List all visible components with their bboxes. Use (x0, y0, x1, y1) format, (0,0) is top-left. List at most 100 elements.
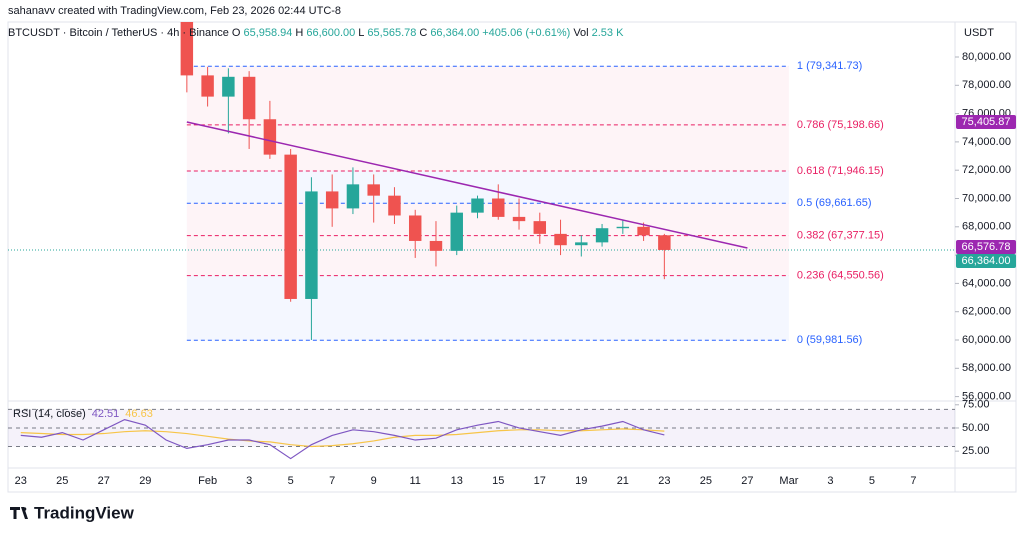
y-tick-label: 58,000.00 (962, 362, 1011, 374)
fib-label: 0.5 (69,661.65) (797, 197, 872, 209)
x-tick-label: 27 (741, 475, 753, 487)
candle-body (492, 198, 505, 217)
candle-body (471, 198, 484, 213)
brand: TradingView (34, 503, 135, 522)
price-marker (956, 115, 1016, 130)
candle-body (658, 235, 671, 250)
fib-band (186, 66, 789, 125)
quote-value: 66,364.00 (430, 27, 480, 39)
x-tick-label: 7 (329, 475, 335, 487)
rsi-line (20, 418, 665, 460)
x-tick-label: 3 (827, 475, 833, 487)
candle-body (595, 228, 609, 243)
candle-body (450, 212, 463, 251)
candle-body (367, 184, 380, 196)
x-tick-label: 5 (869, 475, 875, 487)
logo (10, 507, 28, 519)
symbol-line: BTCUSDT · Bitcoin / TetherUS · 4h · Bina… (8, 27, 626, 39)
quote-key: L (358, 27, 365, 39)
y-tick-label: 74,000.00 (962, 136, 1011, 148)
rsi-value: 42.51 (92, 408, 120, 420)
y-tick-label: 62,000.00 (962, 306, 1011, 318)
candle-body (201, 75, 214, 97)
quote-value: 65,958.94 (243, 27, 293, 39)
quote-key: O (231, 27, 241, 39)
change: +405.06 (+0.61%) (482, 27, 571, 39)
price-marker-label: 66,576.78 (962, 241, 1011, 253)
y-tick-label: 80,000.00 (962, 51, 1011, 63)
x-tick-label: 9 (371, 475, 377, 487)
symbol: BTCUSDT · Bitcoin / TetherUS · 4h · Bina… (8, 27, 229, 39)
price-marker (956, 239, 1016, 254)
x-tick-label: 5 (288, 475, 294, 487)
x-tick-label: 29 (139, 475, 151, 487)
candle-body (346, 184, 360, 209)
y-tick-label: 72,000.00 (962, 164, 1011, 176)
y-tick-label: 25.00 (962, 445, 990, 457)
candle-body (533, 221, 547, 234)
candle-body (180, 22, 194, 76)
x-tick-label: 25 (56, 475, 68, 487)
price-marker (956, 253, 1016, 268)
fib-band (186, 235, 789, 276)
fib-label: 0 (59,981.56) (797, 334, 862, 346)
x-tick-label: Mar (779, 475, 798, 487)
y-tick-label: 64,000.00 (962, 277, 1011, 289)
x-tick-label: 3 (246, 475, 252, 487)
x-tick-label: 13 (451, 475, 463, 487)
candle-body (263, 119, 277, 155)
rsi-title: RSI (14, close) (13, 408, 86, 420)
candle-body (616, 226, 630, 229)
candle-body (222, 76, 235, 97)
x-tick-label: 25 (700, 475, 712, 487)
candle-body (305, 191, 318, 299)
quote-key: H (295, 27, 304, 39)
fib-label: 0.236 (64,550.56) (797, 270, 884, 282)
y-tick-label: 78,000.00 (962, 79, 1011, 91)
y-tick-label: 60,000.00 (962, 334, 1011, 346)
candle-body (575, 242, 588, 246)
candle-body (242, 76, 256, 120)
price-marker-label: 66,364.00 (962, 255, 1011, 267)
x-tick-label: 17 (534, 475, 546, 487)
x-tick-label: 15 (492, 475, 504, 487)
y-tick-label: 70,000.00 (962, 192, 1011, 204)
x-tick-label: 21 (617, 475, 629, 487)
price-marker-label: 75,405.87 (962, 116, 1011, 128)
candle-body (284, 154, 297, 299)
x-tick-label: 19 (575, 475, 587, 487)
fib-label: 1 (79,341.73) (797, 60, 862, 72)
candle-body (637, 226, 650, 236)
credit: sahanavv created with TradingView.com, F… (8, 5, 342, 17)
trendline (186, 121, 748, 249)
x-tick-label: 27 (98, 475, 110, 487)
rsi-value: 46.63 (125, 408, 153, 420)
fib-label: 0.786 (75,198.66) (797, 119, 884, 131)
x-tick-label: 7 (910, 475, 916, 487)
currency: USDT (964, 27, 994, 39)
fib-band (186, 124, 789, 171)
quote-key: C (419, 27, 428, 39)
candle-body (408, 215, 422, 241)
x-tick-label: 11 (410, 475, 421, 487)
fib-band (186, 275, 789, 341)
vol: 2.53 K (591, 27, 624, 39)
quote-value: 65,565.78 (367, 27, 417, 39)
y-tick-label: 68,000.00 (962, 221, 1011, 233)
x-tick-label: 23 (15, 475, 27, 487)
fib-band (186, 203, 789, 236)
x-tick-label: Feb (198, 475, 217, 487)
fib-band (186, 170, 789, 204)
candle-body (388, 195, 401, 216)
candle-body (512, 216, 526, 222)
rsi-line (20, 428, 665, 448)
y-tick-label: 75.00 (962, 399, 990, 411)
candle-body (429, 240, 443, 251)
candle-body (325, 191, 339, 209)
vol-key: Vol (573, 27, 589, 39)
fib-label: 0.382 (67,377.15) (797, 230, 884, 242)
fib-label: 0.618 (71,946.15) (797, 165, 884, 177)
y-tick-label: 56,000.00 (962, 391, 1011, 403)
